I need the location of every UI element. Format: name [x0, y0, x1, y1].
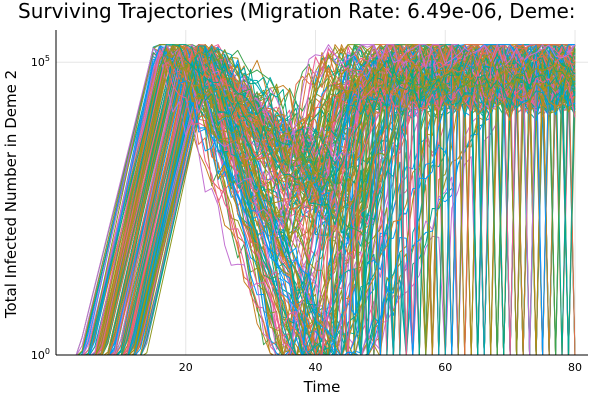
trajectory-line	[101, 44, 576, 355]
trajectory-line	[127, 44, 576, 355]
series-group	[75, 44, 576, 355]
trajectory-line	[134, 44, 576, 355]
trajectory-line	[127, 44, 576, 355]
x-tick-label: 60	[438, 361, 452, 374]
trajectory-line	[91, 49, 576, 355]
trajectory-line	[128, 44, 576, 355]
x-tick-label: 20	[179, 361, 193, 374]
trajectory-line	[107, 44, 576, 355]
trajectory-line	[95, 44, 576, 355]
trajectory-line	[88, 44, 575, 355]
tick-labels: 20 40 60 80 100 105	[31, 54, 582, 374]
trajectory-line	[122, 44, 576, 355]
trajectory-line	[75, 44, 576, 355]
x-tick-label: 80	[568, 361, 582, 374]
y-tick-label: 105	[31, 54, 50, 69]
trajectory-line	[101, 44, 576, 355]
chart-title: Surviving Trajectories (Migration Rate: …	[18, 0, 576, 23]
trajectory-line	[120, 47, 576, 355]
trajectory-line	[121, 44, 576, 355]
y-tick-label: 100	[31, 347, 50, 362]
trajectory-line	[84, 44, 576, 355]
x-tick-label: 40	[309, 361, 323, 374]
trajectory-line	[97, 44, 576, 355]
y-axis-label: Total Infected Number in Deme 2	[2, 70, 20, 319]
x-axis-label: Time	[303, 378, 341, 396]
trajectory-line	[101, 44, 576, 355]
trajectory-line	[107, 46, 576, 355]
axes	[55, 30, 588, 356]
trajectory-line	[94, 48, 576, 355]
trajectory-line	[140, 53, 576, 355]
trajectory-line	[127, 45, 576, 355]
trajectory-line	[108, 44, 576, 355]
trajectory-line	[90, 44, 576, 355]
